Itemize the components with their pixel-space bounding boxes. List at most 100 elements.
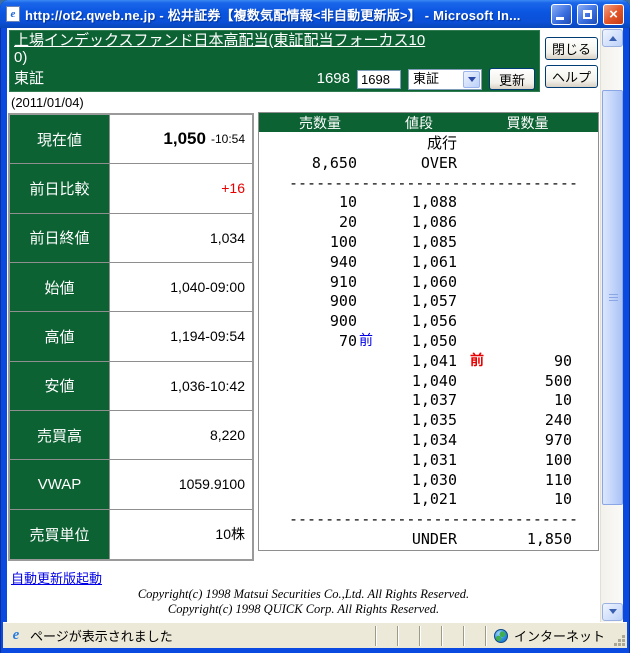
stock-code-label: 1698 xyxy=(316,70,350,87)
order-book-row: 1,037 10 xyxy=(259,391,598,411)
sell-quantity: 70 xyxy=(338,331,357,350)
instrument-name-line2: 0) xyxy=(14,49,28,66)
buy-prev-marker: 前 xyxy=(470,352,484,369)
quote-value-time: -10:54 xyxy=(210,132,245,147)
copyright-line1: Copyright(c) 1998 Matsui Securities Co.,… xyxy=(137,587,470,601)
scrollbar-thumb[interactable] xyxy=(602,90,623,505)
quote-row: 現在値 1,050 -10:54 xyxy=(10,115,252,165)
price-header: 値段 xyxy=(405,114,433,131)
quote-row-label: 売買単位 xyxy=(10,509,110,559)
quote-row-value: 1,034 xyxy=(110,214,252,262)
buy-quantity xyxy=(497,233,572,253)
resize-grip[interactable] xyxy=(612,633,625,646)
buy-quantity xyxy=(497,253,572,273)
zone-text: インターネット xyxy=(514,629,606,644)
order-book-row: 1,021 10 xyxy=(259,490,598,510)
separator-line: -------------------------------- xyxy=(289,173,578,192)
buy-prev-marker xyxy=(457,451,497,471)
copyright-notice: Copyright(c) 1998 Matsui Securities Co.,… xyxy=(7,587,600,617)
sell-quantity: 940 xyxy=(329,252,357,271)
scroll-up-button[interactable] xyxy=(602,29,623,47)
buy-prev-marker xyxy=(457,431,497,451)
quote-row-label: 高値 xyxy=(10,312,110,361)
sell-prev-marker xyxy=(357,451,381,471)
quote-row-value: 1,040-09:00 xyxy=(110,263,252,311)
order-book-row: 1,034 970 xyxy=(259,431,598,451)
price-level: OVER xyxy=(420,153,457,172)
order-book-row: 1,035 240 xyxy=(259,411,598,431)
sell-prev-marker xyxy=(357,312,381,332)
close-window-button[interactable]: × xyxy=(603,3,624,25)
sell-prev-marker: 前 xyxy=(359,332,373,349)
order-book-row: 1,030 110 xyxy=(259,471,598,491)
market-select[interactable]: 東証 xyxy=(408,68,482,90)
page-content: 上場インデックスファンド日本高配当(東証配当フォーカス10 0) 東証 1698… xyxy=(7,28,623,622)
order-book-panel: 売数量 値段 買数量 成行 8,650 OVER xyxy=(258,112,599,551)
help-button[interactable]: ヘルプ xyxy=(545,65,598,88)
quote-row-label: 現在値 xyxy=(10,115,110,164)
maximize-button[interactable] xyxy=(577,3,598,25)
price-level: 1,021 xyxy=(411,490,457,509)
buy-quantity xyxy=(497,193,572,213)
quote-row: 前日終値 1,034 xyxy=(10,213,252,263)
order-book-row: 成行 xyxy=(259,134,598,154)
quote-value: 10株 xyxy=(215,526,245,543)
sell-prev-marker xyxy=(357,154,381,174)
status-bar: e ページが表示されました インターネット xyxy=(3,622,627,648)
price-level: 1,035 xyxy=(411,411,457,430)
update-button[interactable]: 更新 xyxy=(489,68,535,90)
buy-quantity: 10 xyxy=(553,391,572,410)
buy-prev-marker xyxy=(457,490,497,510)
chevron-down-icon[interactable] xyxy=(463,70,480,88)
sell-quantity xyxy=(259,431,357,451)
scroll-down-button[interactable] xyxy=(602,603,623,621)
buy-prev-marker xyxy=(457,471,497,491)
vertical-scrollbar[interactable] xyxy=(600,28,623,622)
separator-line: -------------------------------- xyxy=(289,510,578,529)
buy-prev-marker xyxy=(457,193,497,213)
order-book-row: 20 1,086 xyxy=(259,213,598,233)
buy-quantity xyxy=(497,134,572,154)
scrollbar-grip-icon xyxy=(609,293,618,302)
sell-quantity xyxy=(259,391,357,411)
sell-quantity xyxy=(259,530,357,550)
quote-summary-table: 現在値 1,050 -10:54 前日比較 +16 前日終値 1,034 xyxy=(8,113,254,561)
quote-value: 1,036-10:42 xyxy=(170,377,245,394)
sell-prev-marker xyxy=(357,372,381,392)
buy-prev-marker xyxy=(457,292,497,312)
sell-prev-marker xyxy=(357,292,381,312)
auto-update-link[interactable]: 自動更新版起動 xyxy=(11,571,103,586)
ie-page-icon: e xyxy=(6,6,20,22)
sell-quantity: 10 xyxy=(338,193,357,212)
order-book-row: UNDER 1,850 xyxy=(259,530,598,550)
buy-prev-marker xyxy=(457,411,497,431)
ie-status-icon: e xyxy=(12,627,20,643)
buy-prev-marker xyxy=(457,134,497,154)
minimize-button[interactable] xyxy=(551,3,572,25)
internet-zone-icon xyxy=(494,628,508,643)
instrument-header: 上場インデックスファンド日本高配当(東証配当フォーカス10 0) 東証 1698… xyxy=(9,30,540,92)
close-page-button[interactable]: 閉じる xyxy=(545,37,598,60)
instrument-name-line1[interactable]: 上場インデックスファンド日本高配当(東証配当フォーカス10 xyxy=(14,32,426,49)
price-level: UNDER xyxy=(411,529,457,548)
quote-row: VWAP 1059.9100 xyxy=(10,460,252,510)
sell-quantity xyxy=(259,471,357,491)
quote-row: 高値 1,194-09:54 xyxy=(10,312,252,362)
quote-row-value: 1,050 -10:54 xyxy=(110,115,252,163)
quote-value: 1,050 xyxy=(163,129,206,149)
sell-prev-marker xyxy=(357,431,381,451)
order-book-row: 70 前 1,050 xyxy=(259,332,598,352)
price-level: 1,034 xyxy=(411,430,457,449)
sell-quantity: 100 xyxy=(329,232,357,251)
buy-prev-marker xyxy=(457,253,497,273)
quote-value: 8,220 xyxy=(209,427,245,444)
order-book-row: 1,040 500 xyxy=(259,372,598,392)
buy-prev-marker xyxy=(457,372,497,392)
stock-code-input[interactable] xyxy=(357,69,401,89)
price-level: 1,041 xyxy=(411,351,457,370)
order-book-row: -------------------------------- xyxy=(259,510,598,530)
price-level: 1,031 xyxy=(411,450,457,469)
price-level: 1,088 xyxy=(411,193,457,212)
status-segment xyxy=(419,625,441,646)
